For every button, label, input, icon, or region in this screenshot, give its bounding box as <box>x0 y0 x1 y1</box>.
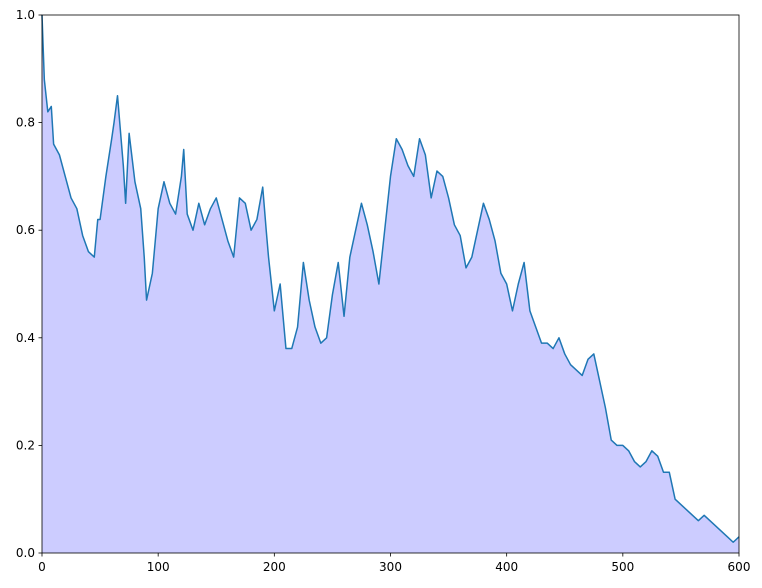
x-tick-label: 0 <box>38 560 46 574</box>
line <box>41 14 740 543</box>
y-tick-label: 0.4 <box>16 331 35 345</box>
y-tick-label: 0.0 <box>16 546 35 560</box>
x-tick-label: 500 <box>611 560 634 574</box>
x-tick-label: 600 <box>728 560 751 574</box>
x-tick-label: 300 <box>379 560 402 574</box>
x-tick-label: 100 <box>147 560 170 574</box>
y-tick-label: 0.2 <box>16 438 35 452</box>
y-tick-label: 1.0 <box>16 8 35 22</box>
x-tick-label: 400 <box>495 560 518 574</box>
y-tick-label: 0.8 <box>16 116 35 130</box>
y-tick-label: 0.6 <box>16 223 35 237</box>
x-tick-label: 200 <box>263 560 286 574</box>
area-fill <box>42 15 739 553</box>
